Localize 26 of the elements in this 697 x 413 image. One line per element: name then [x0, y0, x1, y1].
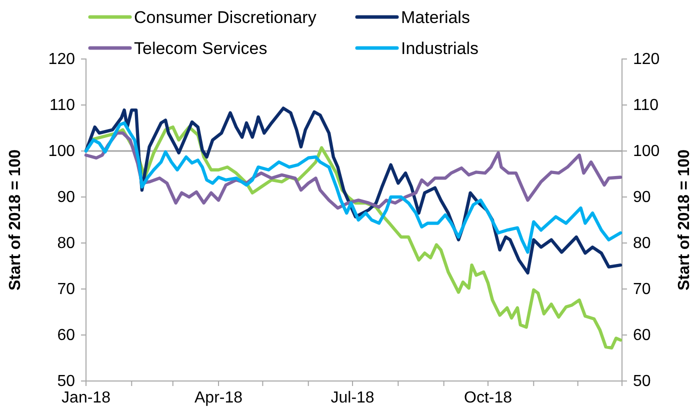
- x-tick-label: Jul-18: [330, 389, 374, 406]
- y-tick-label: 110: [49, 97, 76, 114]
- legend-label: Consumer Discretionary: [134, 8, 317, 27]
- y-tick-label: 70: [57, 281, 76, 298]
- y2-tick-label: 100: [633, 143, 660, 160]
- y-tick-label: 100: [48, 143, 76, 160]
- y-axis-title: Start of 2018 = 100: [7, 149, 24, 290]
- y2-tick-label: 50: [633, 373, 651, 390]
- y2-tick-label: 60: [633, 327, 651, 344]
- y-tick-label: 120: [48, 51, 76, 68]
- y-tick-label: 90: [57, 189, 76, 206]
- y2-tick-label: 120: [633, 51, 660, 68]
- y2-tick-label: 90: [633, 189, 651, 206]
- x-tick-label: Oct-18: [464, 389, 512, 406]
- x-tick-label: Jan-18: [62, 389, 111, 406]
- y-tick-label: 80: [57, 235, 76, 252]
- legend-label: Materials: [401, 8, 470, 27]
- legend-label: Industrials: [401, 39, 478, 58]
- y-tick-label: 50: [57, 373, 76, 390]
- x-tick-label: Apr-18: [194, 389, 243, 406]
- y2-tick-label: 110: [633, 97, 659, 114]
- legend-label: Telecom Services: [134, 39, 268, 58]
- y-tick-label: 60: [57, 327, 76, 344]
- y2-tick-label: 80: [633, 235, 651, 252]
- y2-tick-label: 70: [633, 281, 651, 298]
- y2-axis-title: Start of 2018 = 100: [676, 149, 693, 290]
